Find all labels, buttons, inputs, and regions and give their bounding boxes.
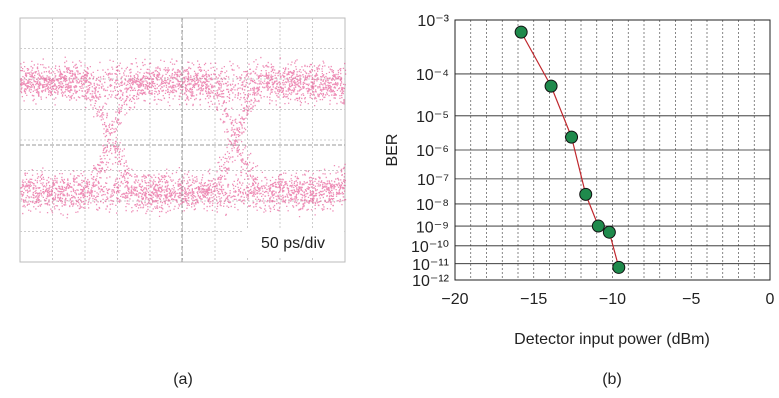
eye-overlay: 50 ps/div bbox=[244, 228, 342, 258]
data-point bbox=[566, 131, 578, 143]
y-tick-label: 10⁻⁵ bbox=[416, 109, 449, 126]
figure: 50 ps/div (a) (b) Detector input power (… bbox=[0, 0, 779, 393]
x-tick-label: −5 bbox=[682, 291, 700, 308]
y-tick-label: 10⁻¹⁰ bbox=[411, 239, 449, 256]
eye-diagram bbox=[20, 18, 346, 262]
data-point bbox=[613, 261, 625, 273]
y-tick-label: 10⁻⁸ bbox=[416, 197, 449, 214]
y-tick-label: 10⁻¹² bbox=[412, 273, 450, 290]
data-point bbox=[545, 80, 557, 92]
y-tick-label: 10⁻⁶ bbox=[416, 143, 449, 160]
data-point bbox=[580, 188, 592, 200]
page: {"figure_a": {"annotation": "50 ps/div",… bbox=[0, 0, 779, 398]
annotation: 50 ps/div bbox=[261, 235, 325, 252]
y-tick-label: 10⁻³ bbox=[417, 13, 449, 30]
x-tick-label: 0 bbox=[766, 291, 775, 308]
y-tick-label: 10⁻¹¹ bbox=[412, 257, 449, 274]
caption: (a) bbox=[173, 371, 193, 388]
x-tick-label: −10 bbox=[599, 291, 626, 308]
y-tick-label: 10⁻⁷ bbox=[417, 172, 449, 189]
data-point bbox=[603, 226, 615, 238]
x-axis-label: Detector input power (dBm) bbox=[514, 331, 710, 348]
y-tick-label: 10⁻⁴ bbox=[416, 67, 449, 84]
y-tick-label: 10⁻⁹ bbox=[416, 219, 449, 236]
data-point bbox=[515, 26, 527, 38]
y-axis-label: BER bbox=[384, 134, 401, 167]
x-tick-label: −15 bbox=[520, 291, 547, 308]
x-tick-label: −20 bbox=[441, 291, 468, 308]
data-point bbox=[592, 220, 604, 232]
caption: (b) bbox=[602, 371, 622, 388]
